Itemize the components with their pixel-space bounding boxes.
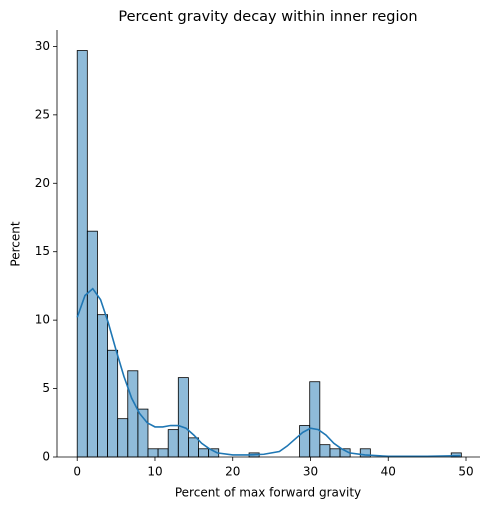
x-tick-label: 30 [303, 465, 318, 479]
y-tick-label: 20 [35, 176, 50, 190]
bar [319, 444, 331, 458]
bar [167, 429, 179, 458]
kde-line [76, 287, 461, 458]
bar [147, 448, 159, 458]
y-tick-label: 25 [35, 107, 50, 121]
x-tick-label: 20 [225, 465, 240, 479]
bar [97, 314, 108, 458]
bar [86, 230, 98, 458]
y-tick-label: 0 [42, 450, 50, 464]
x-tick-label: 40 [381, 465, 396, 479]
bar [309, 381, 321, 458]
bar [177, 377, 189, 458]
bar [188, 437, 199, 458]
x-tick-label: 10 [147, 465, 162, 479]
y-tick-label: 30 [35, 39, 50, 53]
x-tick-label: 50 [458, 465, 473, 479]
y-tick-label: 10 [35, 313, 50, 327]
chart-title: Percent gravity decay within inner regio… [118, 9, 417, 25]
bar [157, 448, 169, 458]
y-axis-label: Percent [9, 221, 23, 266]
bar [117, 418, 129, 458]
x-axis-label: Percent of max forward gravity [175, 486, 361, 500]
bar [198, 448, 210, 458]
bar [329, 448, 341, 458]
bar [76, 50, 88, 458]
bar [107, 349, 119, 458]
y-tick-label: 15 [35, 244, 50, 258]
y-tick-label: 5 [42, 381, 50, 395]
bar [127, 370, 139, 458]
x-tick-label: 0 [73, 465, 81, 479]
